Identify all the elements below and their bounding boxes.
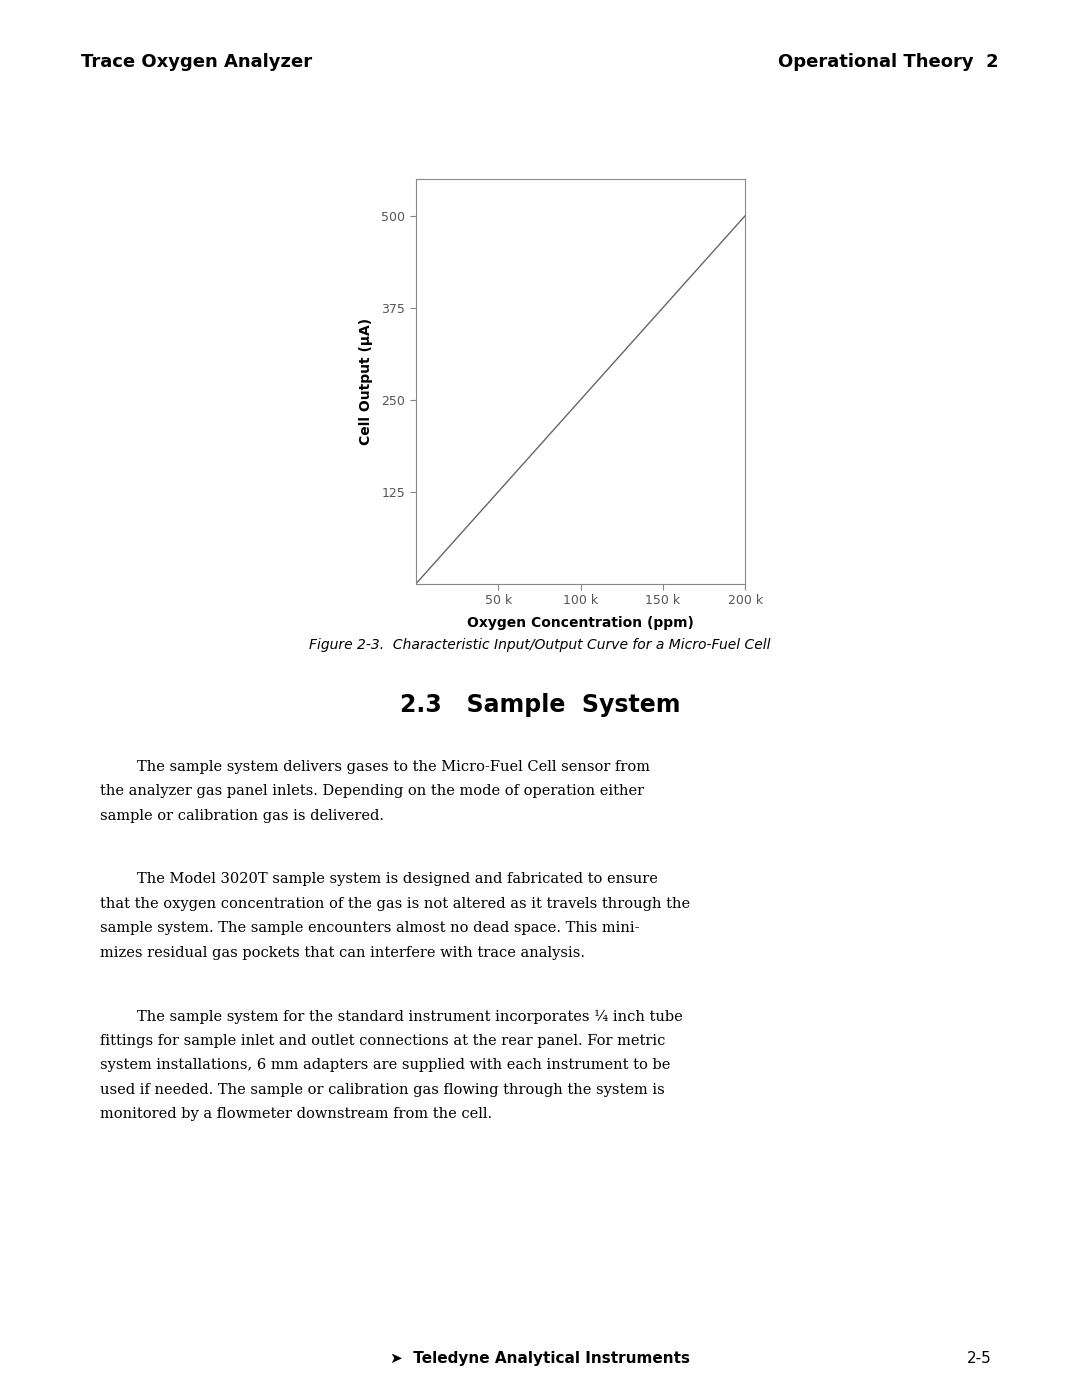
Text: the analyzer gas panel inlets. Depending on the mode of operation either: the analyzer gas panel inlets. Depending… <box>100 785 645 799</box>
Y-axis label: Cell Output (μA): Cell Output (μA) <box>359 319 373 444</box>
Text: Figure 2-3.  Characteristic Input/Output Curve for a Micro-Fuel Cell: Figure 2-3. Characteristic Input/Output … <box>309 638 771 652</box>
Text: that the oxygen concentration of the gas is not altered as it travels through th: that the oxygen concentration of the gas… <box>100 897 690 911</box>
Text: 2-5: 2-5 <box>967 1351 991 1366</box>
Text: The sample system delivers gases to the Micro-Fuel Cell sensor from: The sample system delivers gases to the … <box>100 760 650 774</box>
Text: ➤  Teledyne Analytical Instruments: ➤ Teledyne Analytical Instruments <box>390 1351 690 1366</box>
Text: fittings for sample inlet and outlet connections at the rear panel. For metric: fittings for sample inlet and outlet con… <box>100 1034 665 1048</box>
Text: mizes residual gas pockets that can interfere with trace analysis.: mizes residual gas pockets that can inte… <box>100 946 585 960</box>
Text: used if needed. The sample or calibration gas flowing through the system is: used if needed. The sample or calibratio… <box>100 1083 665 1097</box>
Text: The sample system for the standard instrument incorporates ¼ inch tube: The sample system for the standard instr… <box>100 1009 684 1024</box>
Text: 2.3   Sample  System: 2.3 Sample System <box>400 693 680 717</box>
Text: Operational Theory  2: Operational Theory 2 <box>779 53 999 71</box>
Text: The Model 3020T sample system is designed and fabricated to ensure: The Model 3020T sample system is designe… <box>100 872 659 887</box>
Text: system installations, 6 mm adapters are supplied with each instrument to be: system installations, 6 mm adapters are … <box>100 1059 671 1073</box>
Text: monitored by a flowmeter downstream from the cell.: monitored by a flowmeter downstream from… <box>100 1106 492 1122</box>
Text: sample or calibration gas is delivered.: sample or calibration gas is delivered. <box>100 809 384 823</box>
Text: Trace Oxygen Analyzer: Trace Oxygen Analyzer <box>81 53 312 71</box>
Text: sample system. The sample encounters almost no dead space. This mini-: sample system. The sample encounters alm… <box>100 922 640 936</box>
X-axis label: Oxygen Concentration (ppm): Oxygen Concentration (ppm) <box>467 616 694 630</box>
